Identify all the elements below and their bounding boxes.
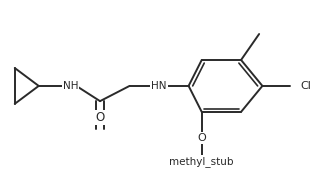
- Text: O: O: [197, 133, 206, 143]
- Text: O: O: [95, 111, 105, 124]
- Text: Cl: Cl: [300, 81, 311, 91]
- Text: HN: HN: [151, 81, 167, 91]
- Text: methyl_stub: methyl_stub: [170, 156, 234, 166]
- Text: NH: NH: [63, 81, 78, 91]
